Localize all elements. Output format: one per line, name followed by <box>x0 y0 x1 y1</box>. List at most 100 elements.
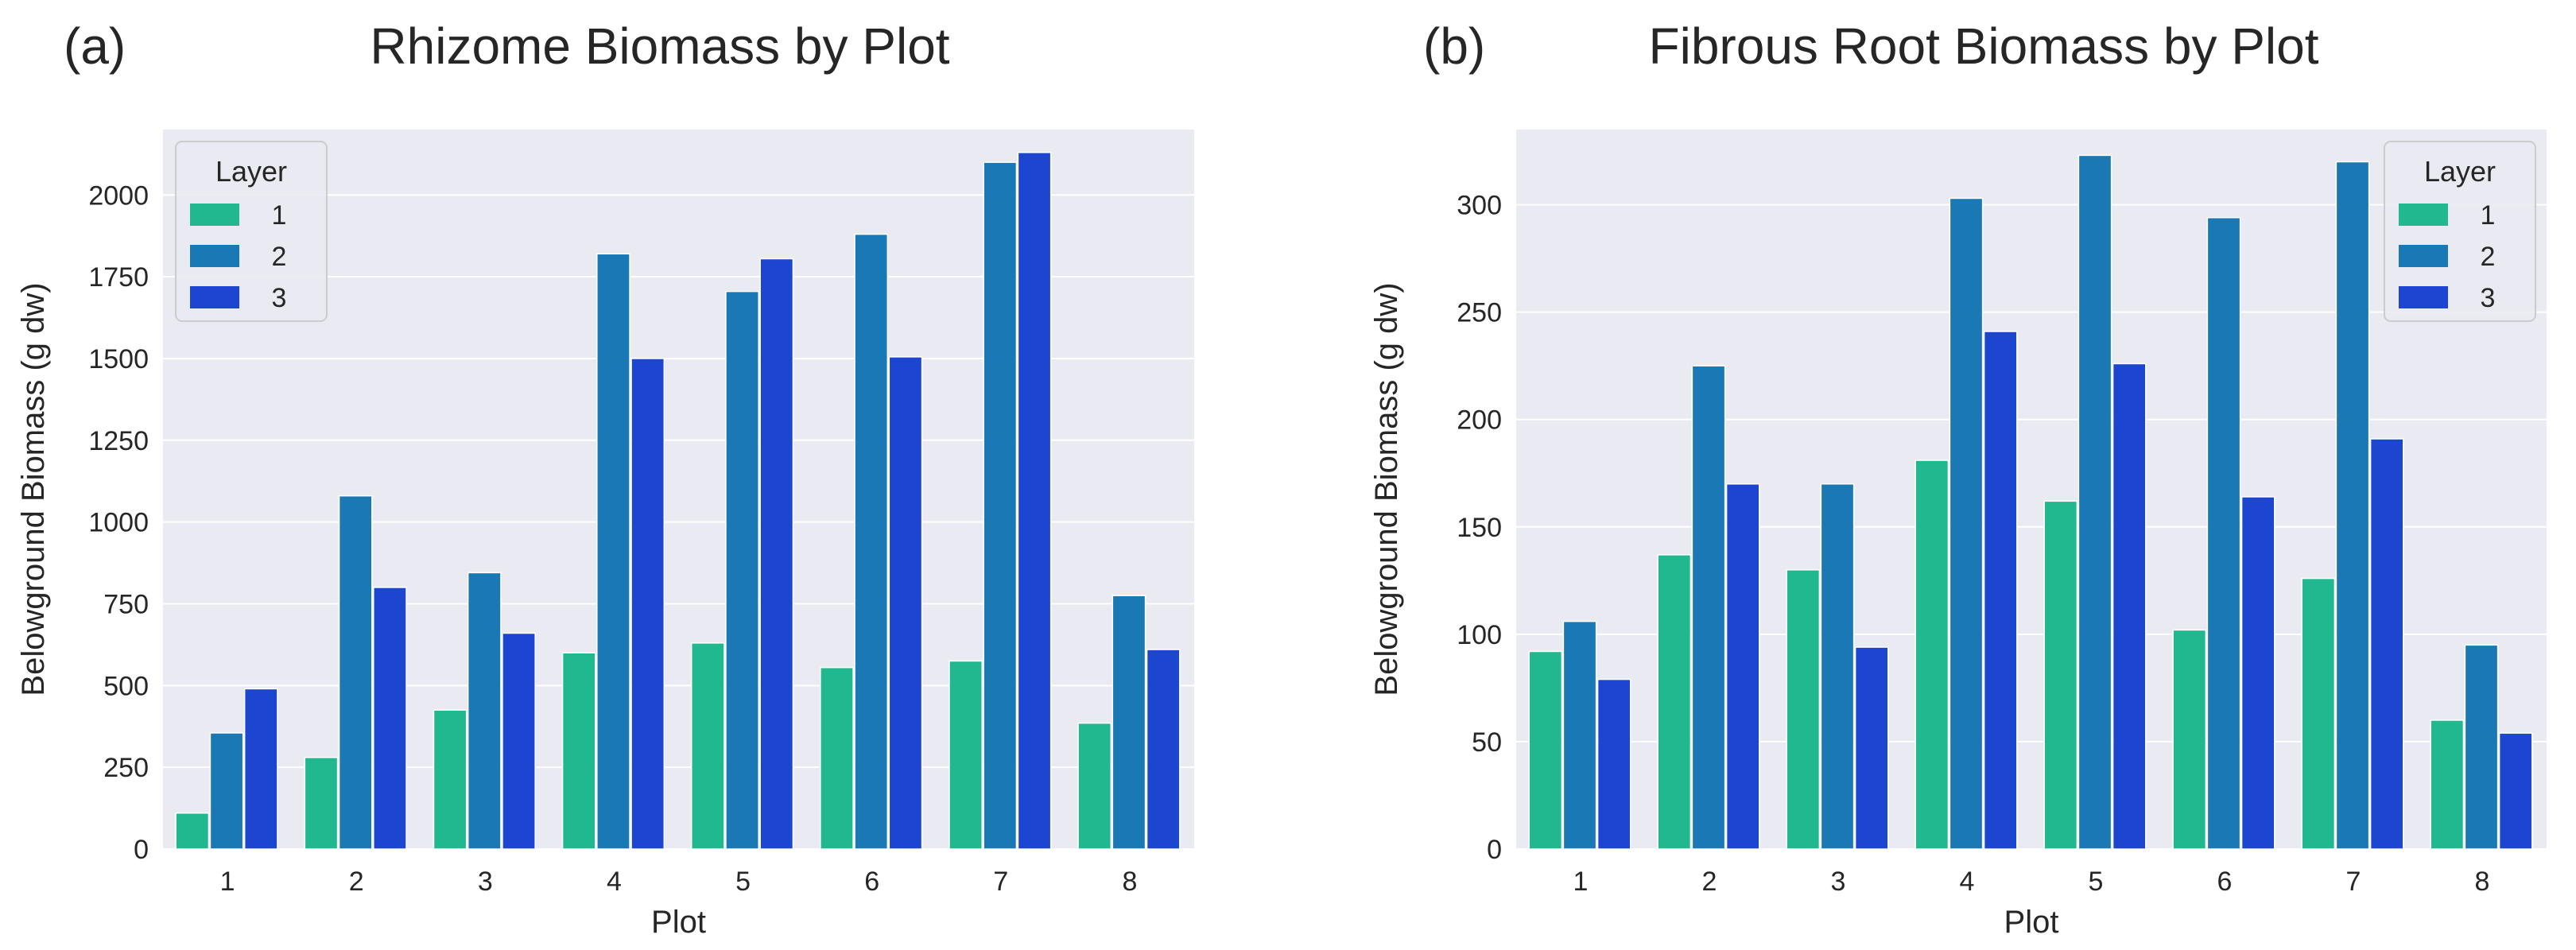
legend-swatch-layer-2 <box>190 245 239 267</box>
bar-layer-3-plot-4 <box>1983 331 2018 850</box>
legend: Layer 1 2 3 <box>175 141 328 322</box>
y-axis-label: Belowground Biomass (g dw) <box>16 282 51 696</box>
legend-label-layer-2: 2 <box>2481 242 2496 272</box>
legend-label-layer-3: 3 <box>272 283 287 313</box>
bar-layer-3-plot-1 <box>1596 678 1631 850</box>
y-tick-label: 1500 <box>88 344 149 374</box>
chart-title: Rhizome Biomass by Plot <box>370 17 949 75</box>
y-tick-label: 250 <box>1457 298 1502 328</box>
y-tick-label: 200 <box>1457 405 1502 436</box>
bar-layer-2-plot-8 <box>2464 644 2499 850</box>
bar-layer-2-plot-1 <box>209 732 244 850</box>
legend-label-layer-1: 1 <box>272 200 287 231</box>
bar-layer-1-plot-3 <box>1786 569 1821 850</box>
legend-label-layer-1: 1 <box>2481 200 2496 231</box>
legend-swatch-layer-3 <box>2399 286 2448 308</box>
x-tick-label: 5 <box>735 867 751 897</box>
bar-layer-2-plot-5 <box>725 290 759 850</box>
bar-layer-2-plot-3 <box>1820 483 1855 850</box>
y-tick-label: 50 <box>1472 727 1502 758</box>
bar-layer-3-plot-3 <box>1854 646 1889 850</box>
bar-layer-1-plot-5 <box>690 642 725 850</box>
y-tick-label: 0 <box>134 835 149 865</box>
y-tick-label: 2000 <box>88 180 149 211</box>
bar-layer-1-plot-2 <box>304 757 339 850</box>
y-tick-label: 0 <box>1487 835 1502 865</box>
legend-swatch-layer-3 <box>190 286 239 308</box>
x-tick-label: 6 <box>2217 867 2233 897</box>
panel-label: (a) <box>64 17 126 75</box>
bar-layer-2-plot-7 <box>2335 161 2370 850</box>
legend-label-layer-3: 3 <box>2481 283 2496 313</box>
bar-layer-3-plot-6 <box>888 356 923 850</box>
bar-layer-2-plot-1 <box>1562 620 1597 850</box>
y-tick-label: 300 <box>1457 191 1502 221</box>
bar-layer-1-plot-3 <box>433 709 467 850</box>
bar-layer-3-plot-3 <box>502 632 536 850</box>
bar-layer-1-plot-1 <box>175 812 210 850</box>
bar-layer-1-plot-2 <box>1657 554 1692 850</box>
legend-box <box>175 141 328 322</box>
bar-layer-3-plot-2 <box>1725 483 1760 850</box>
x-tick-label: 1 <box>220 867 235 897</box>
y-tick-label: 500 <box>103 671 149 701</box>
bar-layer-3-plot-4 <box>630 358 665 850</box>
bar-layer-3-plot-7 <box>1017 152 1052 850</box>
x-tick-label: 7 <box>2346 867 2361 897</box>
bar-layer-3-plot-2 <box>373 587 407 850</box>
bar-layer-3-plot-5 <box>759 258 794 850</box>
bar-layer-3-plot-6 <box>2240 496 2275 850</box>
x-tick-label: 7 <box>993 867 1008 897</box>
bar-layer-2-plot-8 <box>1111 595 1146 850</box>
x-tick-label: 1 <box>1573 867 1589 897</box>
x-tick-label: 3 <box>478 867 493 897</box>
bar-layer-3-plot-1 <box>243 688 278 850</box>
x-tick-label: 4 <box>607 867 622 897</box>
y-tick-label: 150 <box>1457 513 1502 543</box>
bar-layer-1-plot-6 <box>820 666 854 850</box>
x-tick-label: 3 <box>1831 867 1846 897</box>
bar-layer-1-plot-5 <box>2043 500 2078 850</box>
bar-layer-2-plot-5 <box>2077 154 2112 850</box>
bar-layer-3-plot-5 <box>2112 363 2147 850</box>
bar-layer-1-plot-7 <box>2301 577 2336 850</box>
bar-layer-2-plot-6 <box>854 233 889 850</box>
x-tick-label: 5 <box>2089 867 2104 897</box>
legend-title: Layer <box>215 155 287 188</box>
x-tick-label: 4 <box>1960 867 1975 897</box>
bar-layer-1-plot-4 <box>1915 459 1949 850</box>
y-tick-label: 1750 <box>88 262 149 293</box>
y-tick-label: 250 <box>103 753 149 783</box>
chart-title: Fibrous Root Biomass by Plot <box>1649 17 2319 75</box>
x-tick-label: 2 <box>349 867 364 897</box>
bar-layer-1-plot-4 <box>561 652 596 850</box>
bar-layer-2-plot-6 <box>2206 217 2241 850</box>
chart-panel-b: (b) Fibrous Root Biomass by Plot 0 50 100 150… <box>1369 17 2547 940</box>
panel-label: (b) <box>1423 17 1485 75</box>
bar-layer-2-plot-3 <box>467 572 502 850</box>
x-axis-label: Plot <box>651 905 706 940</box>
bar-layer-2-plot-2 <box>1691 365 1726 850</box>
legend-swatch-layer-1 <box>2399 204 2448 226</box>
legend-title: Layer <box>2424 155 2496 188</box>
x-tick-label: 8 <box>2475 867 2490 897</box>
x-tick-label: 6 <box>864 867 879 897</box>
legend-label-layer-2: 2 <box>272 242 287 272</box>
legend-box <box>2384 141 2536 322</box>
bar-layer-2-plot-2 <box>338 494 373 850</box>
x-tick-label: 8 <box>1122 867 1137 897</box>
bar-layer-1-plot-8 <box>2430 719 2465 850</box>
bar-layer-1-plot-6 <box>2172 629 2207 850</box>
y-tick-label: 100 <box>1457 620 1502 650</box>
bar-layer-3-plot-8 <box>2498 732 2533 850</box>
bar-layer-3-plot-7 <box>2369 438 2404 850</box>
bar-layer-1-plot-1 <box>1528 650 1563 850</box>
legend-swatch-layer-2 <box>2399 245 2448 267</box>
bar-layer-1-plot-7 <box>949 660 983 850</box>
chart-panel-a: (a) Rhizome Biomass by Plot 0 250 500 750 1000… <box>16 17 1194 940</box>
legend-swatch-layer-1 <box>190 204 239 226</box>
y-tick-label: 1000 <box>88 508 149 538</box>
bar-layer-2-plot-4 <box>596 253 630 850</box>
y-tick-label: 750 <box>103 589 149 619</box>
